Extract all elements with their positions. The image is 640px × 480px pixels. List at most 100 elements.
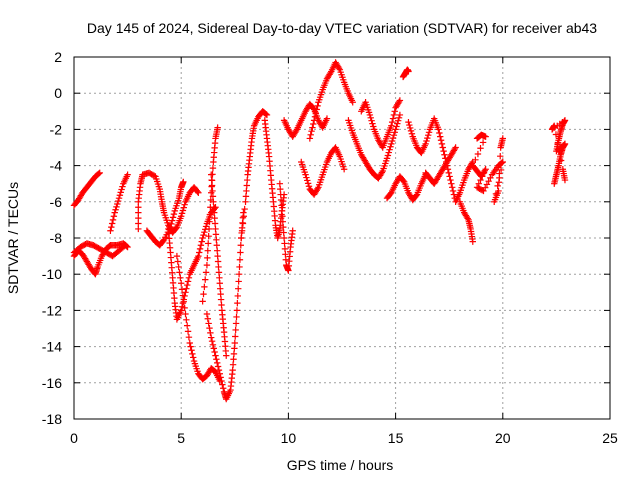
data-point	[212, 225, 219, 233]
data-point	[208, 183, 215, 190]
data-point	[201, 283, 208, 291]
series-arc-early-high	[70, 169, 103, 209]
data-point	[181, 304, 188, 312]
data-point	[496, 161, 503, 169]
data-point	[172, 225, 180, 232]
data-point	[308, 128, 315, 135]
data-point	[229, 361, 237, 368]
data-point	[135, 214, 142, 222]
data-point	[305, 183, 313, 190]
data-point	[216, 274, 223, 282]
data-point	[190, 354, 197, 361]
data-point	[306, 135, 314, 142]
data-point	[159, 237, 167, 245]
data-point	[236, 256, 244, 263]
data-point	[451, 145, 458, 153]
data-point	[184, 322, 191, 329]
data-point	[394, 117, 402, 124]
data-point	[482, 184, 489, 191]
data-point	[231, 339, 238, 347]
data-point	[178, 210, 186, 217]
data-point	[232, 326, 239, 334]
data-point	[185, 333, 193, 341]
x-tick-label: 25	[602, 430, 618, 446]
data-point	[424, 134, 431, 142]
data-point	[240, 213, 248, 220]
data-point	[310, 117, 318, 124]
data-point	[241, 205, 248, 213]
series-arc-11h-peak	[306, 59, 356, 142]
data-point	[557, 157, 565, 164]
data-point	[406, 124, 414, 132]
data-point	[209, 193, 217, 200]
data-point	[472, 156, 479, 164]
data-point	[211, 348, 218, 356]
data-point	[235, 278, 242, 285]
data-point	[209, 341, 217, 348]
data-point	[314, 185, 321, 192]
data-point	[237, 249, 244, 256]
data-point	[184, 278, 192, 285]
data-point	[390, 131, 398, 139]
data-point	[215, 366, 223, 374]
data-point	[440, 147, 447, 155]
data-point	[202, 269, 210, 276]
data-point	[234, 299, 241, 307]
data-point	[425, 129, 433, 136]
data-point	[211, 209, 218, 216]
data-point	[204, 247, 211, 254]
data-point	[206, 211, 214, 218]
data-point	[238, 234, 245, 242]
data-point	[304, 180, 312, 187]
data-point	[407, 127, 415, 135]
data-point	[388, 118, 396, 126]
data-point	[349, 99, 356, 106]
data-point	[391, 129, 398, 136]
data-point	[396, 97, 404, 104]
data-point	[449, 184, 456, 191]
data-point	[479, 139, 487, 146]
data-point	[189, 350, 196, 358]
data-point	[243, 182, 251, 189]
data-point	[114, 200, 121, 208]
data-point	[231, 345, 238, 352]
data-point	[135, 209, 142, 216]
data-point	[112, 206, 119, 213]
data-point	[233, 313, 240, 321]
data-point	[214, 124, 221, 131]
data-point	[389, 115, 397, 122]
data-point	[178, 280, 185, 287]
series-arc-15h-low	[383, 171, 429, 204]
data-point	[179, 207, 187, 214]
data-point	[209, 164, 217, 172]
y-tick-label: -4	[50, 158, 63, 174]
data-point	[206, 324, 213, 332]
data-point	[499, 158, 506, 166]
data-point	[302, 171, 309, 178]
data-point	[482, 166, 489, 173]
data-point	[263, 111, 271, 119]
data-point	[180, 298, 187, 305]
data-point	[383, 155, 391, 162]
data-point	[176, 269, 183, 276]
data-point	[496, 170, 503, 177]
data-point	[118, 186, 125, 193]
data-point	[262, 110, 270, 118]
series-arc-dip-4h	[143, 178, 187, 249]
data-point	[234, 292, 242, 300]
data-point	[423, 137, 430, 145]
data-point	[474, 150, 482, 158]
data-point	[178, 307, 185, 314]
data-point	[313, 106, 320, 113]
data-point	[232, 320, 240, 327]
y-tick-label: -8	[50, 230, 63, 246]
series-arc-early-rise	[107, 171, 131, 234]
data-point	[233, 307, 241, 314]
data-point	[323, 115, 331, 122]
y-axis-label: SDTVAR / TECUs	[5, 182, 21, 294]
data-point	[406, 121, 413, 129]
x-tick-label: 5	[177, 430, 185, 446]
data-point	[110, 213, 118, 220]
data-point	[214, 247, 221, 254]
data-point	[208, 177, 216, 184]
